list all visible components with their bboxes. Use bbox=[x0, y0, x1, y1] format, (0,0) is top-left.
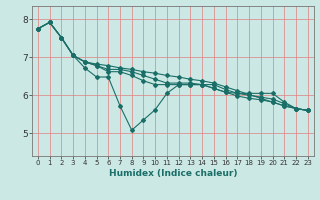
X-axis label: Humidex (Indice chaleur): Humidex (Indice chaleur) bbox=[108, 169, 237, 178]
